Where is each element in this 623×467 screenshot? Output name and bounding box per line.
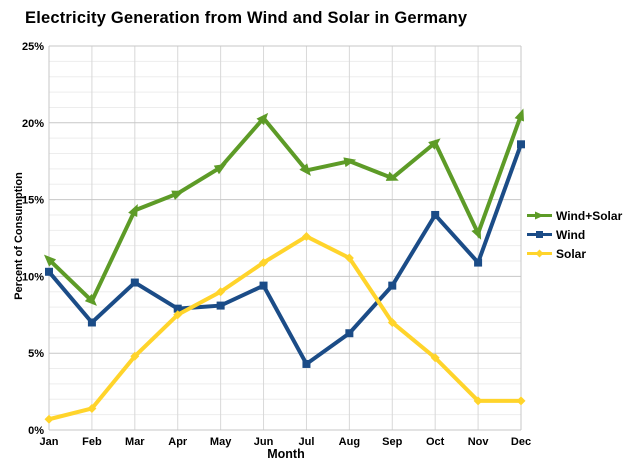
solar-line-marker-icon	[527, 249, 552, 258]
legend-item-solar: Solar	[527, 244, 622, 263]
data-point	[517, 140, 525, 149]
data-point	[87, 318, 96, 327]
data-point	[173, 304, 182, 313]
data-point	[216, 301, 225, 310]
y-tick-label: 10%	[22, 271, 44, 283]
data-point	[302, 359, 311, 368]
data-point	[516, 396, 526, 406]
legend-item-wind: Wind	[527, 225, 622, 244]
x-tick-label: Feb	[82, 436, 102, 448]
data-point	[87, 403, 97, 413]
series-line-solar	[48, 234, 521, 422]
x-tick-label: Oct	[426, 436, 445, 448]
x-axis-title: Month	[267, 447, 305, 461]
legend-label: Wind+Solar	[556, 208, 623, 223]
data-point	[345, 329, 354, 338]
data-point	[514, 108, 524, 122]
data-point	[431, 210, 440, 219]
x-tick-label: Nov	[468, 436, 490, 448]
y-tick-label: 0%	[28, 425, 44, 437]
x-tick-label: Sep	[382, 436, 402, 448]
wind-line-marker-icon	[527, 231, 552, 238]
y-tick-label: 5%	[28, 348, 44, 360]
data-point	[299, 163, 311, 176]
data-point	[173, 310, 183, 320]
data-point	[213, 163, 227, 175]
data-point	[344, 253, 354, 263]
data-point	[43, 254, 57, 267]
data-point	[473, 396, 483, 406]
data-point	[387, 317, 397, 327]
data-point	[84, 293, 97, 306]
y-tick-label: 25%	[22, 41, 44, 53]
x-tick-label: Apr	[168, 436, 188, 448]
data-point	[128, 204, 138, 218]
data-point	[259, 258, 269, 268]
data-point	[256, 112, 269, 126]
data-point	[388, 281, 397, 290]
data-point	[130, 351, 140, 361]
data-point	[45, 267, 53, 276]
legend: Wind+Solar Wind Solar	[527, 206, 622, 263]
y-tick-label: 20%	[22, 118, 44, 130]
legend-label: Wind	[556, 227, 586, 242]
data-point	[385, 171, 399, 181]
x-tick-label: Dec	[511, 436, 531, 448]
series-line-wind-solar	[47, 114, 523, 305]
data-point	[471, 226, 482, 240]
data-point	[216, 287, 226, 297]
data-point	[44, 414, 54, 424]
data-point	[428, 138, 441, 150]
data-point	[474, 258, 483, 267]
y-tick-label: 15%	[22, 195, 44, 207]
legend-item-wind-solar: Wind+Solar	[527, 206, 622, 225]
series-line-wind	[47, 143, 523, 367]
x-tick-label: Jul	[299, 436, 315, 448]
legend-label: Solar	[556, 246, 587, 261]
wind-solar-line-marker-icon	[527, 211, 552, 220]
data-point	[130, 278, 139, 287]
data-point	[171, 190, 185, 200]
chart-title: Electricity Generation from Wind and Sol…	[25, 9, 468, 27]
x-tick-label: Jun	[254, 436, 274, 448]
x-tick-label: Jan	[40, 436, 59, 448]
x-tick-label: May	[210, 436, 232, 448]
x-tick-label: Mar	[125, 436, 145, 448]
y-axis-title: Percent of Consumption	[13, 172, 25, 300]
data-point	[430, 353, 440, 363]
data-point	[343, 157, 357, 168]
data-point	[301, 231, 311, 241]
data-point	[259, 281, 268, 290]
x-tick-label: Aug	[339, 436, 360, 448]
